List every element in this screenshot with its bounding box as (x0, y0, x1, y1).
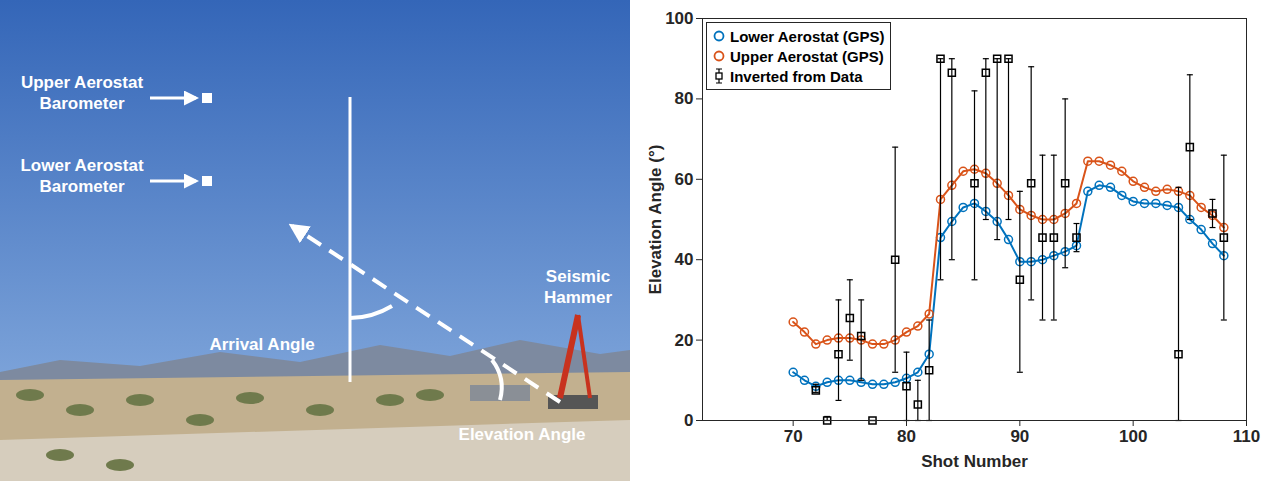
svg-text:Elevation Angle: Elevation Angle (459, 425, 586, 444)
svg-text:100: 100 (665, 9, 693, 28)
html-text:Lower Aerostat (GPS): Lower Aerostat (GPS) (730, 27, 885, 45)
svg-text:80: 80 (675, 89, 694, 108)
svg-text:Lower AerostatBarometer: Lower AerostatBarometer (20, 156, 143, 196)
svg-text:80: 80 (897, 427, 916, 446)
svg-text:70: 70 (784, 427, 803, 446)
svg-text:Elevation Angle (°): Elevation Angle (°) (646, 145, 665, 295)
html-text:Inverted from Data: Inverted from Data (730, 67, 863, 85)
svg-text:90: 90 (1010, 427, 1029, 446)
svg-text:SeismicHammer: SeismicHammer (544, 267, 612, 307)
svg-text:60: 60 (675, 170, 694, 189)
svg-text:110: 110 (1233, 427, 1260, 446)
svg-text:40: 40 (675, 250, 694, 269)
svg-text:100: 100 (1119, 427, 1147, 446)
svg-text:0: 0 (684, 411, 693, 430)
svg-text:Arrival Angle: Arrival Angle (209, 335, 314, 354)
svg-text:20: 20 (675, 331, 694, 350)
html-text:Upper Aerostat (GPS): Upper Aerostat (GPS) (730, 47, 884, 65)
svg-text:Shot Number: Shot Number (921, 452, 1028, 471)
svg-text:Upper AerostatBarometer: Upper AerostatBarometer (21, 73, 144, 113)
